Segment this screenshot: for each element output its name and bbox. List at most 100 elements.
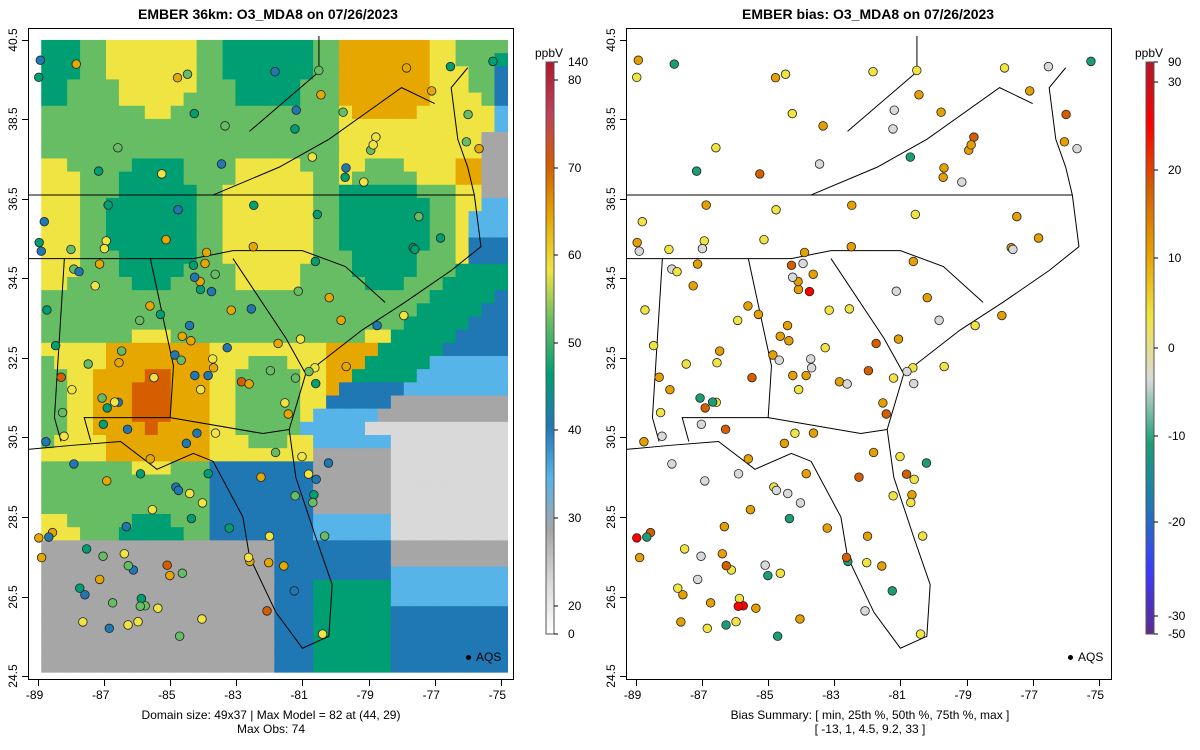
ozone-grid-cell (157, 132, 172, 146)
ozone-grid-cell (196, 395, 211, 410)
ozone-grid-cell (261, 435, 275, 449)
aqs-station-marker (98, 419, 109, 429)
ozone-grid-cell (157, 408, 172, 423)
aqs-bias-marker (887, 586, 897, 596)
aqs-station-marker (42, 305, 52, 315)
ozone-grid-cell (352, 645, 366, 660)
ozone-grid-cell (442, 79, 457, 94)
ozone-grid-cell (131, 184, 146, 199)
ozone-grid-cell (300, 171, 314, 186)
ozone-grid-cell (326, 224, 340, 239)
ozone-grid-cell (261, 39, 275, 54)
ozone-grid-cell (494, 145, 508, 160)
left-y-tick-mark (22, 357, 28, 359)
aqs-station-marker (226, 305, 236, 315)
aqs-bias-marker (970, 320, 980, 331)
ozone-grid-cell (468, 540, 483, 555)
ozone-grid-cell (118, 171, 133, 186)
ozone-grid-cell (222, 105, 237, 120)
aqs-station-marker (36, 246, 46, 256)
ozone-grid-cell (196, 145, 211, 160)
ozone-grid-cell (274, 369, 288, 383)
ozone-grid-cell (235, 237, 250, 252)
ozone-grid-cell (222, 171, 237, 186)
ozone-grid-cell (209, 514, 224, 528)
ozone-grid-cell (481, 382, 496, 397)
ozone-grid-cell (209, 132, 224, 146)
ozone-grid-cell (481, 237, 496, 252)
ozone-grid-cell (248, 395, 262, 410)
ozone-grid-cell (403, 105, 418, 120)
state-boundary-line (53, 258, 65, 442)
ozone-grid-cell (144, 211, 159, 225)
aqs-bias-marker (721, 620, 731, 630)
ozone-grid-cell (274, 487, 288, 502)
aqs-bias-marker (719, 521, 730, 532)
ozone-grid-cell (196, 566, 211, 581)
aqs-station-marker (190, 370, 200, 381)
ozone-grid-cell (248, 355, 262, 370)
aqs-dot-icon (466, 655, 471, 661)
ozone-grid-cell (481, 540, 496, 555)
aqs-bias-marker (679, 544, 690, 554)
ozone-grid-cell (105, 606, 120, 620)
ozone-grid-cell (118, 382, 133, 397)
ozone-grid-cell (209, 211, 224, 225)
ozone-grid-cell (377, 237, 392, 252)
aqs-bias-marker (893, 334, 904, 344)
ozone-grid-cell (183, 645, 198, 660)
ozone-grid-cell (183, 118, 198, 133)
ozone-grid-cell (144, 658, 159, 673)
ozone-grid-cell (118, 645, 133, 660)
ozone-grid-cell (377, 645, 392, 660)
ozone-grid-cell (196, 39, 211, 54)
ozone-grid-cell (352, 329, 366, 344)
ozone-grid-cell (442, 408, 457, 423)
ozone-grid-cell (54, 197, 68, 212)
aqs-dot-icon (1068, 655, 1073, 661)
ozone-grid-cell (390, 290, 405, 304)
ozone-grid-cell (248, 645, 262, 660)
ozone-grid-cell (468, 158, 483, 173)
ozone-grid-cell (468, 329, 483, 344)
right-aqs-legend: AQS (1068, 650, 1103, 664)
ozone-grid-cell (352, 290, 366, 304)
ozone-grid-cell (300, 211, 314, 225)
aqs-bias-marker (771, 485, 782, 496)
ozone-grid-cell (157, 329, 172, 344)
ozone-grid-cell (105, 316, 120, 331)
ozone-grid-cell (54, 514, 68, 528)
aqs-bias-marker (669, 59, 679, 69)
ozone-grid-cell (442, 290, 457, 304)
ozone-grid-cell (287, 435, 301, 449)
ozone-grid-cell (326, 382, 340, 397)
ozone-grid-cell (364, 421, 379, 436)
ozone-grid-cell (364, 197, 379, 212)
ozone-grid-cell (209, 105, 224, 120)
aqs-station-marker (336, 315, 346, 325)
ozone-grid-cell (222, 448, 237, 462)
ozone-grid-cell (222, 632, 237, 647)
ozone-grid-cell (300, 514, 314, 528)
ozone-grid-cell (377, 66, 392, 81)
ozone-grid-cell (416, 527, 431, 541)
ozone-grid-cell (364, 579, 379, 594)
ozone-grid-cell (248, 224, 262, 239)
ozone-grid-cell (442, 118, 457, 133)
ozone-grid-cell (494, 435, 508, 449)
ozone-grid-cell (352, 92, 366, 107)
ozone-grid-cell (105, 250, 120, 265)
ozone-grid-cell (67, 514, 81, 528)
state-boundary-line (625, 194, 1080, 649)
ozone-grid-cell (93, 211, 107, 225)
aqs-bias-marker (676, 617, 686, 627)
ozone-grid-cell (377, 250, 392, 265)
ozone-grid-cell (390, 619, 405, 634)
aqs-bias-marker (881, 409, 891, 419)
aqs-bias-marker (648, 340, 659, 351)
ozone-grid-cell (455, 632, 470, 647)
aqs-bias-marker (743, 454, 753, 464)
ozone-grid-cell (105, 342, 120, 357)
ozone-grid-cell (235, 658, 250, 673)
ozone-grid-cell (93, 79, 107, 94)
